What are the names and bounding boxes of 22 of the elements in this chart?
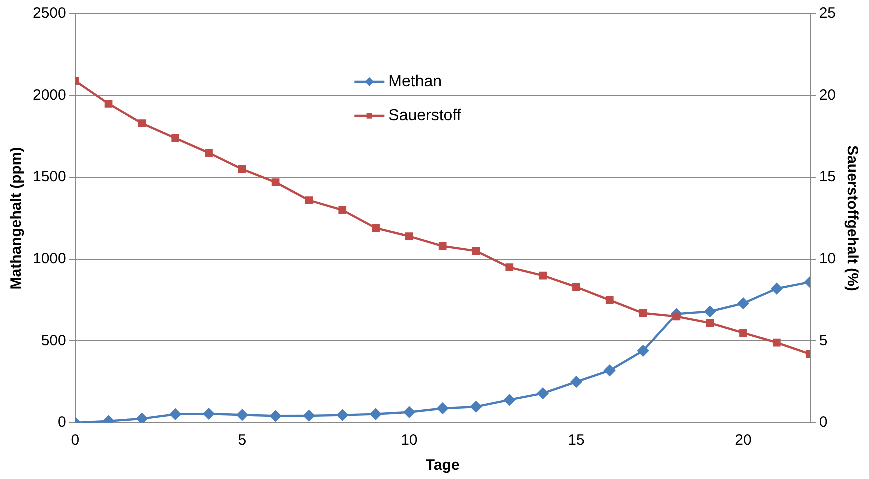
y2-tick-label: 15: [819, 168, 836, 186]
y2-axis-title: Sauerstoffgehalt (%): [844, 146, 861, 292]
y2-tick-label: 20: [819, 86, 836, 104]
y-tick-label: 1000: [32, 250, 66, 268]
y-tick-label: 0: [58, 414, 66, 432]
x-tick-label: 10: [401, 432, 418, 450]
y-tick-label: 500: [41, 332, 66, 350]
y2-tick-label: 0: [819, 414, 828, 432]
y-axis-title: Mathangehalt (ppm): [8, 147, 26, 290]
y2-tick-label: 25: [819, 5, 836, 22]
x-tick-label: 20: [735, 432, 752, 450]
y-tick-label: 1500: [32, 168, 66, 186]
legend-label: Sauerstoff: [388, 107, 462, 124]
y2-tick-label: 5: [819, 332, 828, 350]
y-tick-label: 2000: [32, 86, 66, 104]
y-tick-label: 2500: [32, 5, 66, 22]
x-axis-title: Tage: [426, 457, 460, 474]
x-tick-label: 0: [71, 432, 80, 450]
x-tick-label: 5: [238, 432, 247, 450]
legend-label: Methan: [388, 73, 442, 90]
y2-tick-label: 10: [819, 250, 836, 268]
x-tick-label: 15: [568, 432, 585, 450]
